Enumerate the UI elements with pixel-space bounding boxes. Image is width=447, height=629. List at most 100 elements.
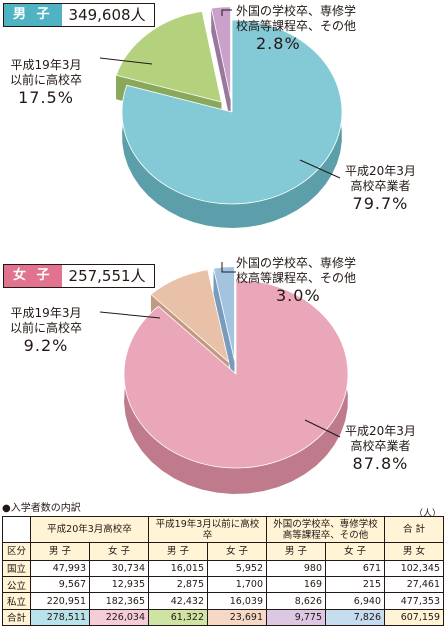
table-cell: 215 [325, 576, 385, 594]
male-label-2008-line1: 平成20年3月 [345, 164, 416, 178]
subheader-category: 区分 [2, 542, 31, 561]
table-cell: 7,826 [325, 608, 385, 627]
table-cell: 102,345 [384, 559, 444, 578]
male-leader-2 [221, 9, 232, 16]
table-cell: 9,775 [266, 608, 326, 627]
male-label-2008: 平成20年3月 高校卒業者 79.7% [345, 164, 416, 214]
table-row: 私立 220,951 182,365 42,432 16,039 8,626 6… [2, 592, 444, 610]
table-cell: 8,626 [266, 592, 326, 610]
male-slice-wall-other-0 [211, 8, 231, 123]
male-leader-17 [99, 57, 153, 65]
female-label-2008-line2: 高校卒業者 [350, 439, 411, 453]
row-label: 合計 [2, 608, 31, 627]
female-label-prior: 平成19年3月 以前に高校卒 9.2% [10, 306, 82, 356]
table-row-total: 合計 278,511 226,034 61,322 23,691 9,775 7… [2, 608, 444, 627]
pie-charts [99, 6, 349, 494]
table-cell: 6,940 [325, 592, 385, 610]
subheader-female-prior: 女 子 [207, 542, 267, 561]
table-cell: 1,700 [207, 576, 267, 594]
table-cell: 182,365 [89, 592, 149, 610]
table-cell: 980 [266, 559, 326, 578]
table-cell: 16,015 [148, 559, 208, 578]
female-slice-other [213, 266, 235, 361]
table-cell: 5,952 [207, 559, 267, 578]
male-pie-chart [115, 6, 343, 228]
table-row: 国立 47,993 30,734 16,015 5,952 980 671 10… [2, 559, 444, 578]
table-cell: 42,432 [148, 592, 208, 610]
male-slice-2008-grads [121, 19, 343, 205]
table-cell: 23,691 [207, 608, 267, 627]
female-label-other-line1: 外国の学校卒、専修学 [236, 256, 357, 270]
male-count: 349,608人 [68, 6, 146, 24]
table-cell: 9,567 [30, 576, 90, 594]
female-label-2008-line1: 平成20年3月 [345, 424, 416, 438]
subheader-female-2008: 女 子 [89, 542, 149, 561]
table-cell: 220,951 [30, 592, 90, 610]
table-cell: 47,993 [30, 559, 90, 578]
male-slice-other [210, 6, 231, 99]
female-slice-2008-grads [123, 279, 349, 469]
female-tag: 女 子 [4, 265, 62, 287]
table-cell: 27,461 [384, 576, 444, 594]
table-cell: 169 [266, 576, 326, 594]
table-cell: 2,875 [148, 576, 208, 594]
female-slice-wall-other-0 [213, 268, 235, 387]
subheader-male-other: 男 子 [266, 542, 326, 561]
male-total-box: 男 子 349,608人 [3, 3, 155, 27]
table-unit: （人） [413, 509, 441, 519]
table-title: ●入学者数の内訳 [2, 503, 81, 514]
male-label-other: 外国の学校卒、専修学 校高等課程卒、その他 2.8% [236, 4, 356, 54]
header-group-prior: 平成19年3月以前に高校卒 [148, 515, 267, 544]
male-label-2008-line2: 高校卒業者 [350, 179, 411, 193]
table-corner [2, 515, 31, 544]
subheader-female-other: 女 子 [325, 542, 385, 561]
female-label-prior-pct: 9.2% [23, 336, 69, 355]
female-pie-chart [123, 266, 349, 494]
table-cell: 477,353 [384, 592, 444, 610]
female-label-other-line2: 校高等課程卒、その他 [236, 271, 357, 285]
header-group-other: 外国の学校卒、専修学校高等課程卒、その他 [266, 515, 385, 544]
female-leader-9 [99, 311, 161, 319]
female-label-other-pct: 3.0% [276, 286, 321, 305]
female-slice-prior-grads [150, 269, 230, 364]
female-leader-87 [304, 419, 341, 438]
subheader-male-prior: 男 子 [148, 542, 208, 561]
male-label-prior-line2: 以前に高校卒 [10, 73, 83, 87]
male-label-prior: 平成19年3月 以前に高校卒 17.5% [10, 58, 82, 108]
male-leader-79 [299, 159, 341, 179]
header-group-2008: 平成20年3月高校卒 [30, 515, 149, 544]
row-label: 私立 [2, 592, 31, 610]
table-cell: 30,734 [89, 559, 149, 578]
male-label-other-pct: 2.8% [256, 34, 301, 53]
male-label-prior-line1: 平成19年3月 [10, 58, 82, 72]
female-count: 257,551人 [68, 267, 146, 285]
table-cell: 16,039 [207, 592, 267, 610]
male-tag: 男 子 [4, 4, 62, 26]
row-label: 国立 [2, 559, 31, 578]
table-row: 公立 9,567 12,935 2,875 1,700 169 215 27,4… [2, 576, 444, 594]
female-label-prior-line2: 以前に高校卒 [10, 321, 83, 335]
table-cell: 671 [325, 559, 385, 578]
male-slice-prior-grads [115, 10, 222, 103]
table-cell: 12,935 [89, 576, 149, 594]
subheader-total: 男 女 [384, 542, 444, 561]
male-label-prior-pct: 17.5% [18, 88, 74, 107]
female-label-prior-line1: 平成19年3月 [10, 306, 82, 320]
male-label-2008-pct: 79.7% [352, 194, 409, 213]
row-label: 公立 [2, 576, 31, 594]
female-label-other: 外国の学校卒、専修学 校高等課程卒、その他 3.0% [236, 256, 356, 306]
male-label-other-line2: 校高等課程卒、その他 [236, 19, 357, 33]
breakdown-table: 平成20年3月高校卒 平成19年3月以前に高校卒 外国の学校卒、専修学校高等課程… [2, 515, 444, 627]
subheader-male-2008: 男 子 [30, 542, 90, 561]
table-cell: 607,159 [384, 608, 444, 627]
header-group-total: 合 計 [384, 515, 444, 544]
table-cell: 226,034 [89, 608, 149, 627]
table-cell: 61,322 [148, 608, 208, 627]
female-label-2008-pct: 87.8% [352, 454, 409, 473]
female-total-box: 女 子 257,551人 [3, 264, 155, 288]
label-leader-lines [99, 9, 341, 438]
male-label-other-line1: 外国の学校卒、専修学 [236, 4, 357, 18]
female-label-2008: 平成20年3月 高校卒業者 87.8% [345, 424, 416, 474]
table-cell: 278,511 [30, 608, 90, 627]
female-leader-3 [221, 262, 236, 273]
